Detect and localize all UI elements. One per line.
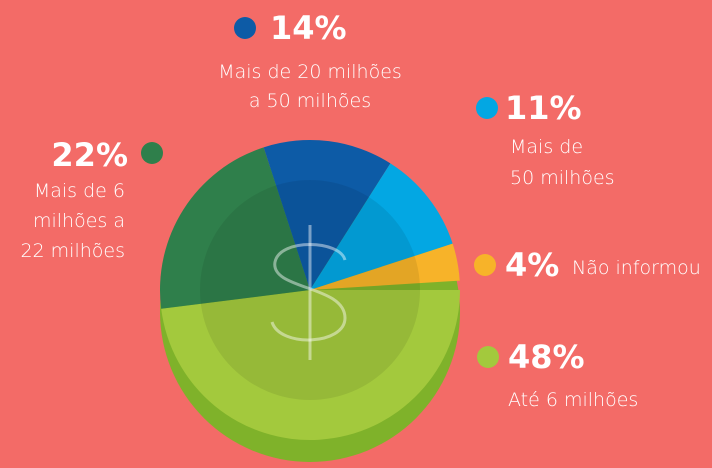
value-label: 4% bbox=[505, 246, 560, 284]
legend-dot bbox=[234, 17, 256, 39]
inner-ring bbox=[200, 180, 420, 400]
pie-slice bbox=[310, 163, 453, 290]
pie-slice bbox=[160, 147, 310, 309]
category-label: Mais de 50 milhões bbox=[510, 136, 615, 189]
pie-slice bbox=[310, 243, 460, 290]
value-label: 14% bbox=[270, 9, 347, 47]
legend-dot bbox=[474, 254, 496, 276]
legend-dot bbox=[477, 346, 499, 368]
category-label: Mais de 20 milhões a 50 milhões bbox=[218, 61, 402, 112]
value-label: 48% bbox=[508, 338, 585, 376]
value-label: 22% bbox=[51, 136, 128, 174]
pie-slice bbox=[161, 290, 460, 441]
slices bbox=[160, 140, 460, 441]
category-label: Não informou bbox=[572, 257, 701, 279]
legend-dot bbox=[476, 97, 498, 119]
dollar-icon bbox=[270, 225, 347, 360]
value-label: 11% bbox=[505, 89, 582, 127]
pie-slice bbox=[263, 140, 391, 290]
legend-dot bbox=[141, 142, 163, 164]
category-label: Mais de 6 milhões a 22 milhões bbox=[20, 180, 125, 262]
category-label: Até 6 milhões bbox=[508, 389, 639, 411]
